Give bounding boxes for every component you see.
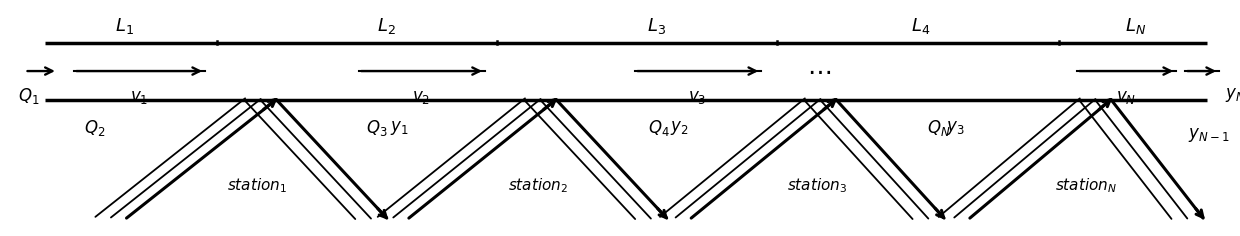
Text: $y_1$: $y_1$ [389,119,408,137]
Text: $Q_4$: $Q_4$ [649,118,670,138]
Text: $station_1$: $station_1$ [227,176,286,194]
Text: $station_N$: $station_N$ [1055,176,1117,194]
Text: $L_4$: $L_4$ [911,16,930,35]
Text: $Q_1$: $Q_1$ [19,86,40,106]
Text: $L_3$: $L_3$ [647,16,666,35]
Text: $v_2$: $v_2$ [412,88,430,105]
Text: $y_3$: $y_3$ [946,119,965,137]
Text: $L_1$: $L_1$ [114,16,134,35]
Text: $y_N$: $y_N$ [1225,86,1240,104]
Text: $v_N$: $v_N$ [1116,88,1136,105]
Text: $Q_N$: $Q_N$ [928,118,951,138]
Text: $station_2$: $station_2$ [507,176,568,194]
Text: $Q_2$: $Q_2$ [84,118,105,138]
Text: $Q_3$: $Q_3$ [366,118,388,138]
Text: $\cdots$: $\cdots$ [807,59,831,83]
Text: $L_N$: $L_N$ [1125,16,1146,35]
Text: $y_{N-1}$: $y_{N-1}$ [1188,126,1230,144]
Text: $v_1$: $v_1$ [130,88,148,105]
Text: $L_2$: $L_2$ [377,16,396,35]
Text: $y_2$: $y_2$ [670,119,688,137]
Text: $station_3$: $station_3$ [787,176,848,194]
Text: $v_3$: $v_3$ [688,88,707,105]
